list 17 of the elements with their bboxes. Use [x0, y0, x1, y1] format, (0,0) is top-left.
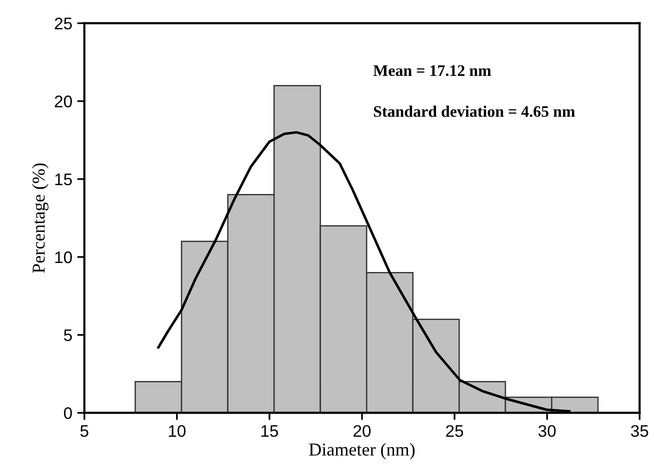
- x-tick-label: 25: [446, 425, 464, 437]
- annotation: Mean = 17.12 nm: [373, 65, 492, 76]
- y-tick-label: 0: [64, 407, 72, 420]
- y-tick-label: 20: [54, 96, 72, 108]
- annotation: Standard deviation = 4.65 nm: [374, 106, 575, 117]
- y-axis-title: Percentage (%): [32, 163, 48, 273]
- x-tick-label: 5: [80, 425, 88, 437]
- x-tick-label: 35: [630, 425, 648, 437]
- x-tick-label: 30: [538, 425, 556, 437]
- x-tick-label: 10: [168, 425, 186, 437]
- x-axis-title: Diameter (nm): [309, 442, 415, 460]
- y-tick-label: 15: [55, 174, 72, 186]
- y-tick-label: 25: [54, 18, 72, 30]
- y-tick-label: 10: [55, 251, 72, 264]
- x-tick-label: 15: [261, 425, 278, 437]
- x-tick-label: 20: [354, 425, 371, 437]
- y-tick-label: 5: [64, 330, 72, 342]
